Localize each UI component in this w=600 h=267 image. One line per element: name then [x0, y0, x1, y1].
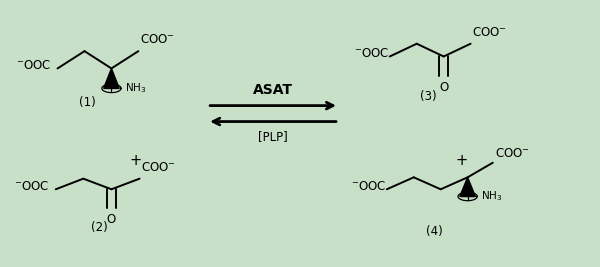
Text: COO$^{-}$: COO$^{-}$: [140, 33, 175, 46]
Text: COO$^{-}$: COO$^{-}$: [142, 161, 176, 174]
Text: (2): (2): [91, 221, 108, 234]
Text: (4): (4): [427, 225, 443, 238]
Text: (3): (3): [421, 90, 437, 103]
Polygon shape: [104, 68, 119, 88]
Text: (1): (1): [79, 96, 96, 109]
Text: $^{-}$OOC: $^{-}$OOC: [14, 180, 49, 193]
Polygon shape: [460, 177, 475, 197]
Text: +: +: [455, 152, 467, 168]
Text: $^{-}$OOC: $^{-}$OOC: [354, 47, 389, 60]
Text: +: +: [130, 152, 142, 168]
Text: $^{-}$OOC: $^{-}$OOC: [351, 180, 386, 193]
Text: NH$_3$: NH$_3$: [125, 81, 146, 95]
Text: [PLP]: [PLP]: [258, 130, 288, 143]
Text: O: O: [439, 81, 448, 94]
Text: NH$_3$: NH$_3$: [481, 190, 502, 203]
Text: O: O: [107, 213, 116, 226]
Text: $^{-}$OOC: $^{-}$OOC: [16, 59, 51, 72]
Text: COO$^{-}$: COO$^{-}$: [472, 26, 507, 39]
Text: ASAT: ASAT: [253, 83, 293, 97]
Text: COO$^{-}$: COO$^{-}$: [494, 147, 529, 159]
